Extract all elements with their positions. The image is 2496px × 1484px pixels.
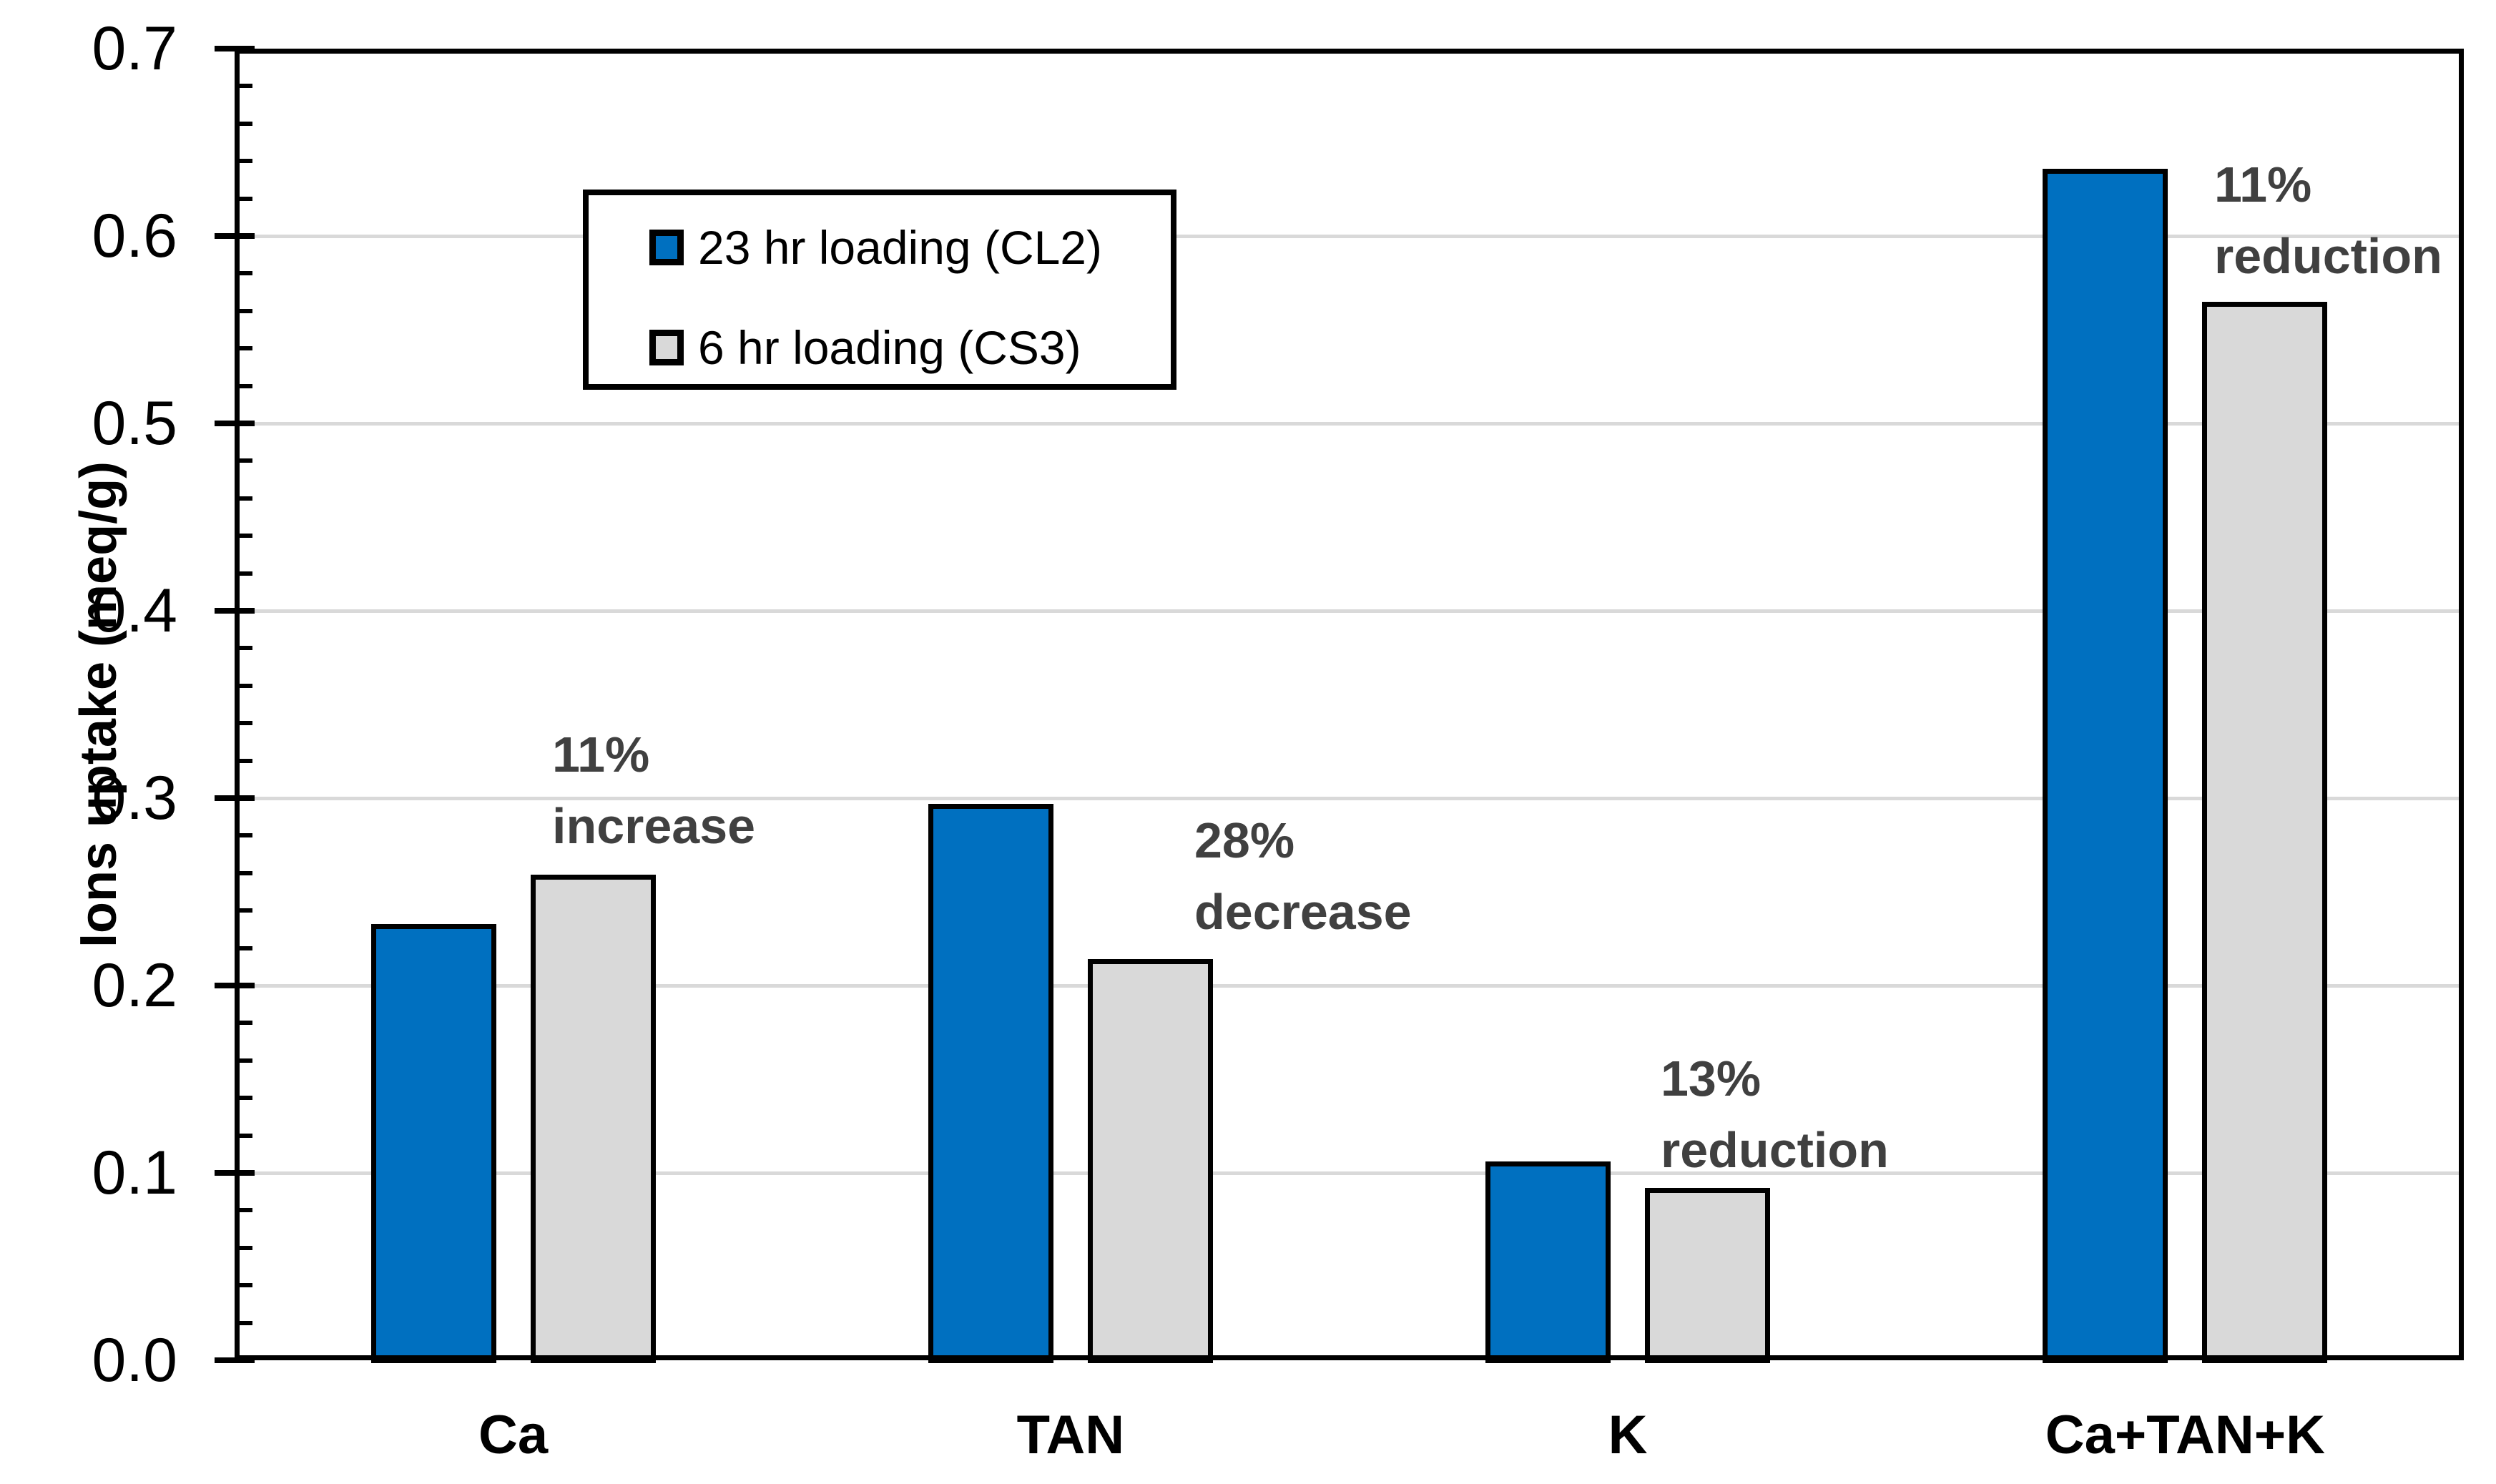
y-major-tick (215, 983, 255, 988)
bar-cl2-ca-tan-k (2043, 168, 2168, 1363)
annotation-line: decrease (1194, 884, 1412, 940)
y-minor-tick (237, 646, 252, 651)
y-minor-tick (237, 833, 252, 838)
y-major-tick (215, 608, 255, 614)
y-minor-tick (237, 758, 252, 763)
y-axis-tick-label: 0.7 (92, 14, 177, 83)
y-axis-tick-label: 0.4 (92, 576, 177, 645)
legend-marker-gray-icon (649, 330, 684, 365)
x-axis-label: Ca+TAN+K (2045, 1405, 2326, 1465)
annotation-tan: 28% decrease (1194, 805, 1412, 948)
y-axis-tick-label: 0.1 (92, 1139, 177, 1207)
legend-label-cl2: 23 hr loading (CL2) (698, 221, 1102, 274)
y-minor-tick (237, 721, 252, 726)
y-minor-tick (237, 346, 252, 351)
legend-label-cs3: 6 hr loading (CS3) (698, 321, 1081, 374)
y-minor-tick (237, 383, 252, 388)
y-minor-tick (237, 1133, 252, 1138)
x-axis-label: TAN (1016, 1405, 1125, 1465)
y-axis-tick-label: 0.3 (92, 764, 177, 832)
y-minor-tick (237, 683, 252, 688)
annotation-line: 11% (2214, 157, 2312, 212)
y-minor-tick (237, 271, 252, 276)
gridline (235, 422, 2464, 426)
y-major-tick (215, 1170, 255, 1176)
annotation-ca: 11% increase (552, 719, 755, 862)
gridline (235, 1171, 2464, 1175)
annotation-line: increase (552, 798, 756, 854)
y-minor-tick (237, 196, 252, 201)
y-minor-tick (237, 1320, 252, 1325)
legend: 23 hr loading (CL2) 6 hr loading (CS3) (583, 190, 1176, 390)
annotation-ca-tan-k: 11% reduction (2214, 149, 2442, 292)
legend-item-cs3: 6 hr loading (CS3) (649, 324, 1081, 371)
annotation-line: 28% (1194, 812, 1295, 868)
y-axis-tick-label: 0.0 (92, 1326, 177, 1395)
y-minor-tick (237, 121, 252, 126)
y-major-tick (215, 1357, 255, 1363)
x-axis-label: Ca (478, 1405, 549, 1465)
gridline (235, 235, 2464, 238)
annotation-k: 13% reduction (1661, 1043, 1889, 1186)
gridline (235, 797, 2464, 800)
annotation-line: 11% (552, 727, 650, 782)
y-minor-tick (237, 534, 252, 539)
annotation-line: 13% (1661, 1051, 1762, 1106)
y-minor-tick (237, 1245, 252, 1250)
y-minor-tick (237, 496, 252, 501)
y-major-tick (215, 795, 255, 801)
bar-cs3-tan (1087, 959, 1213, 1363)
annotation-line: reduction (2214, 228, 2442, 284)
y-axis-tick-label: 0.2 (92, 951, 177, 1020)
y-major-tick (215, 233, 255, 239)
bar-cs3-ca (530, 875, 656, 1363)
y-minor-tick (237, 945, 252, 950)
y-minor-tick (237, 1096, 252, 1101)
y-axis-tick-label: 0.5 (92, 389, 177, 458)
y-minor-tick (237, 159, 252, 164)
gridline (235, 609, 2464, 613)
y-minor-tick (237, 908, 252, 913)
bar-cs3-k (1645, 1187, 1771, 1363)
annotation-line: reduction (1661, 1122, 1889, 1178)
bar-cs3-ca-tan-k (2202, 301, 2328, 1363)
y-major-tick (215, 46, 255, 51)
y-axis-tick-label: 0.6 (92, 202, 177, 270)
y-minor-tick (237, 870, 252, 875)
legend-item-cl2: 23 hr loading (CL2) (649, 224, 1102, 271)
y-minor-tick (237, 1208, 252, 1213)
y-minor-tick (237, 1283, 252, 1288)
y-major-tick (215, 421, 255, 426)
y-minor-tick (237, 308, 252, 313)
y-minor-tick (237, 458, 252, 463)
legend-marker-blue-icon (649, 230, 684, 265)
bar-cl2-tan (928, 803, 1053, 1363)
y-minor-tick (237, 84, 252, 89)
bar-cl2-ca (370, 923, 496, 1363)
y-minor-tick (237, 1058, 252, 1063)
x-axis-label: K (1608, 1405, 1648, 1465)
gridline (235, 984, 2464, 988)
y-minor-tick (237, 1021, 252, 1026)
bar-cl2-k (1485, 1161, 1611, 1363)
y-minor-tick (237, 571, 252, 576)
